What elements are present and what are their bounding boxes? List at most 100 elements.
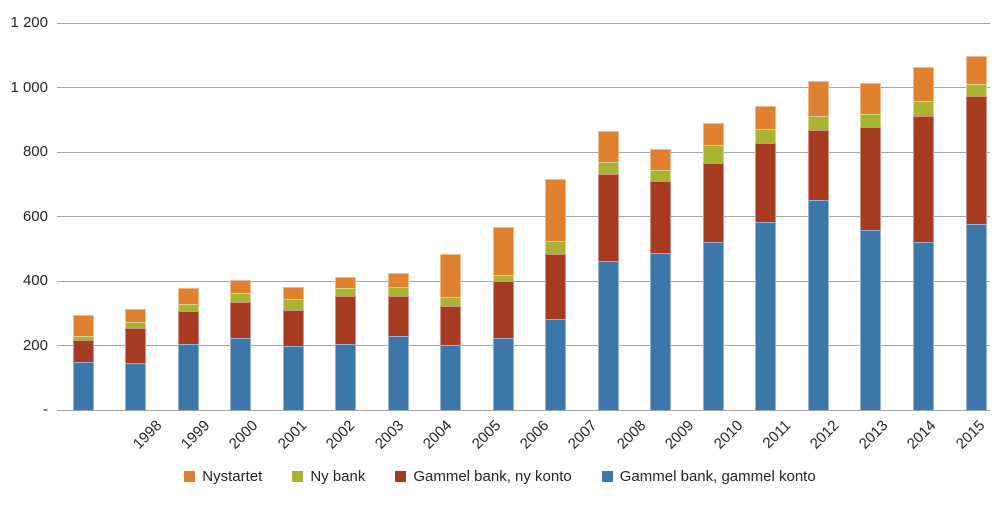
y-axis-tick-label: 1 200 [10, 14, 48, 31]
bar-2011 [755, 105, 777, 410]
x-axis-label-2014: 2014 [903, 417, 940, 453]
bar-segment [387, 272, 409, 287]
legend-label: Ny bank [310, 468, 366, 485]
bar-segment [650, 181, 672, 253]
x-axis-label-2002: 2002 [323, 417, 359, 453]
bar-segment [597, 131, 619, 162]
bar-segment [965, 95, 987, 225]
gridline-y-200 [57, 345, 990, 346]
bar-segment [282, 287, 304, 300]
y-axis-tick-label: 1 000 [10, 78, 48, 96]
bar-segment [125, 321, 147, 329]
x-axis-label-2010: 2010 [710, 417, 746, 453]
bar-segment [597, 260, 619, 410]
bar-segment [860, 114, 882, 128]
bar-segment [125, 309, 147, 322]
x-axis-label-2001: 2001 [274, 417, 311, 453]
bar-segment [440, 344, 462, 410]
bar-segment [912, 115, 934, 242]
bar-segment [230, 337, 252, 410]
legend-swatch-icon [395, 471, 407, 482]
legend-label: Gammel bank, gammel konto [619, 468, 816, 485]
bar-segment [440, 297, 462, 306]
bar-segment [230, 293, 252, 302]
bar-segment [177, 344, 199, 410]
bar-segment [177, 311, 199, 345]
gridline-y-1000 [57, 87, 990, 88]
x-axis-label-2013: 2013 [855, 417, 892, 453]
bar-segment [72, 340, 94, 363]
bar-segment [177, 288, 199, 305]
bar-2000 [177, 288, 199, 410]
bar-segment [335, 276, 357, 289]
y-axis-tick-label: 800 [22, 143, 48, 160]
legend-swatch-icon [184, 471, 196, 482]
legend-swatch-icon [601, 471, 613, 482]
bar-1998 [72, 315, 94, 410]
bar-segment [335, 295, 357, 345]
bar-segment [807, 130, 829, 201]
bar-segment [335, 344, 357, 410]
gridline-y-1200 [57, 22, 990, 24]
x-axis-label-2015: 2015 [952, 417, 989, 453]
bar-segment [492, 274, 514, 282]
bar-segment [125, 328, 147, 364]
bar-1999 [125, 309, 147, 410]
bar-segment [807, 115, 829, 131]
legend: Nystartet Ny bank Gammel bank, ny konto Gam… [0, 468, 1000, 485]
bar-segment [755, 142, 777, 222]
bar-2014 [912, 67, 934, 410]
x-axis-label-2000: 2000 [226, 417, 262, 453]
x-axis-label-2012: 2012 [807, 417, 843, 453]
bar-segment [650, 148, 672, 170]
bar-segment [387, 286, 409, 296]
x-axis-label-2011: 2011 [759, 417, 795, 452]
bar-segment [860, 127, 882, 230]
bar-segment [912, 67, 934, 101]
bar-segment [912, 100, 934, 116]
bar-segment [72, 362, 94, 410]
bar-segment [597, 173, 619, 261]
bar-segment [755, 221, 777, 410]
y-axis-tick-label: 400 [22, 272, 48, 289]
bar-2013 [860, 83, 882, 410]
x-axis-label-2007: 2007 [565, 417, 601, 453]
bar-segment [965, 84, 987, 96]
bar-segment [387, 336, 409, 410]
x-axis-label-1998: 1998 [129, 417, 166, 453]
bar-2005 [440, 253, 462, 410]
bar-2010 [702, 123, 724, 410]
x-axis-label-2003: 2003 [371, 417, 408, 453]
bar-segment [860, 83, 882, 115]
x-axis-label-2006: 2006 [516, 417, 553, 453]
bar-2007 [545, 179, 567, 410]
gridline-y-600 [57, 216, 990, 217]
gridline-y-0 [57, 409, 990, 411]
bar-segment [492, 337, 514, 410]
bar-2012 [807, 80, 829, 410]
bar-segment [545, 319, 567, 410]
x-axis-label-2008: 2008 [613, 417, 650, 453]
bar-segment [807, 80, 829, 116]
legend-label: Gammel bank, ny konto [413, 468, 572, 485]
legend-item: Gammel bank, ny konto [395, 468, 572, 485]
x-axis-label-1999: 1999 [177, 417, 214, 453]
bar-segment [177, 304, 199, 312]
x-axis-label-2005: 2005 [468, 417, 504, 453]
x-axis-label-2009: 2009 [661, 417, 698, 453]
bar-segment [650, 169, 672, 182]
bar-segment [965, 224, 987, 410]
y-axis-tick-label: - [43, 401, 48, 418]
bar-2003 [335, 276, 357, 410]
bar-segment [702, 242, 724, 410]
bar-2004 [387, 272, 409, 410]
bar-segment [807, 200, 829, 410]
bar-segment [860, 229, 882, 410]
bar-segment [650, 252, 672, 410]
bar-2001 [230, 280, 252, 410]
gridline-y-800 [57, 151, 990, 153]
legend-label: Nystartet [202, 468, 263, 485]
bar-2009 [650, 148, 672, 410]
bar-segment [72, 335, 94, 341]
bar-segment [702, 123, 724, 145]
